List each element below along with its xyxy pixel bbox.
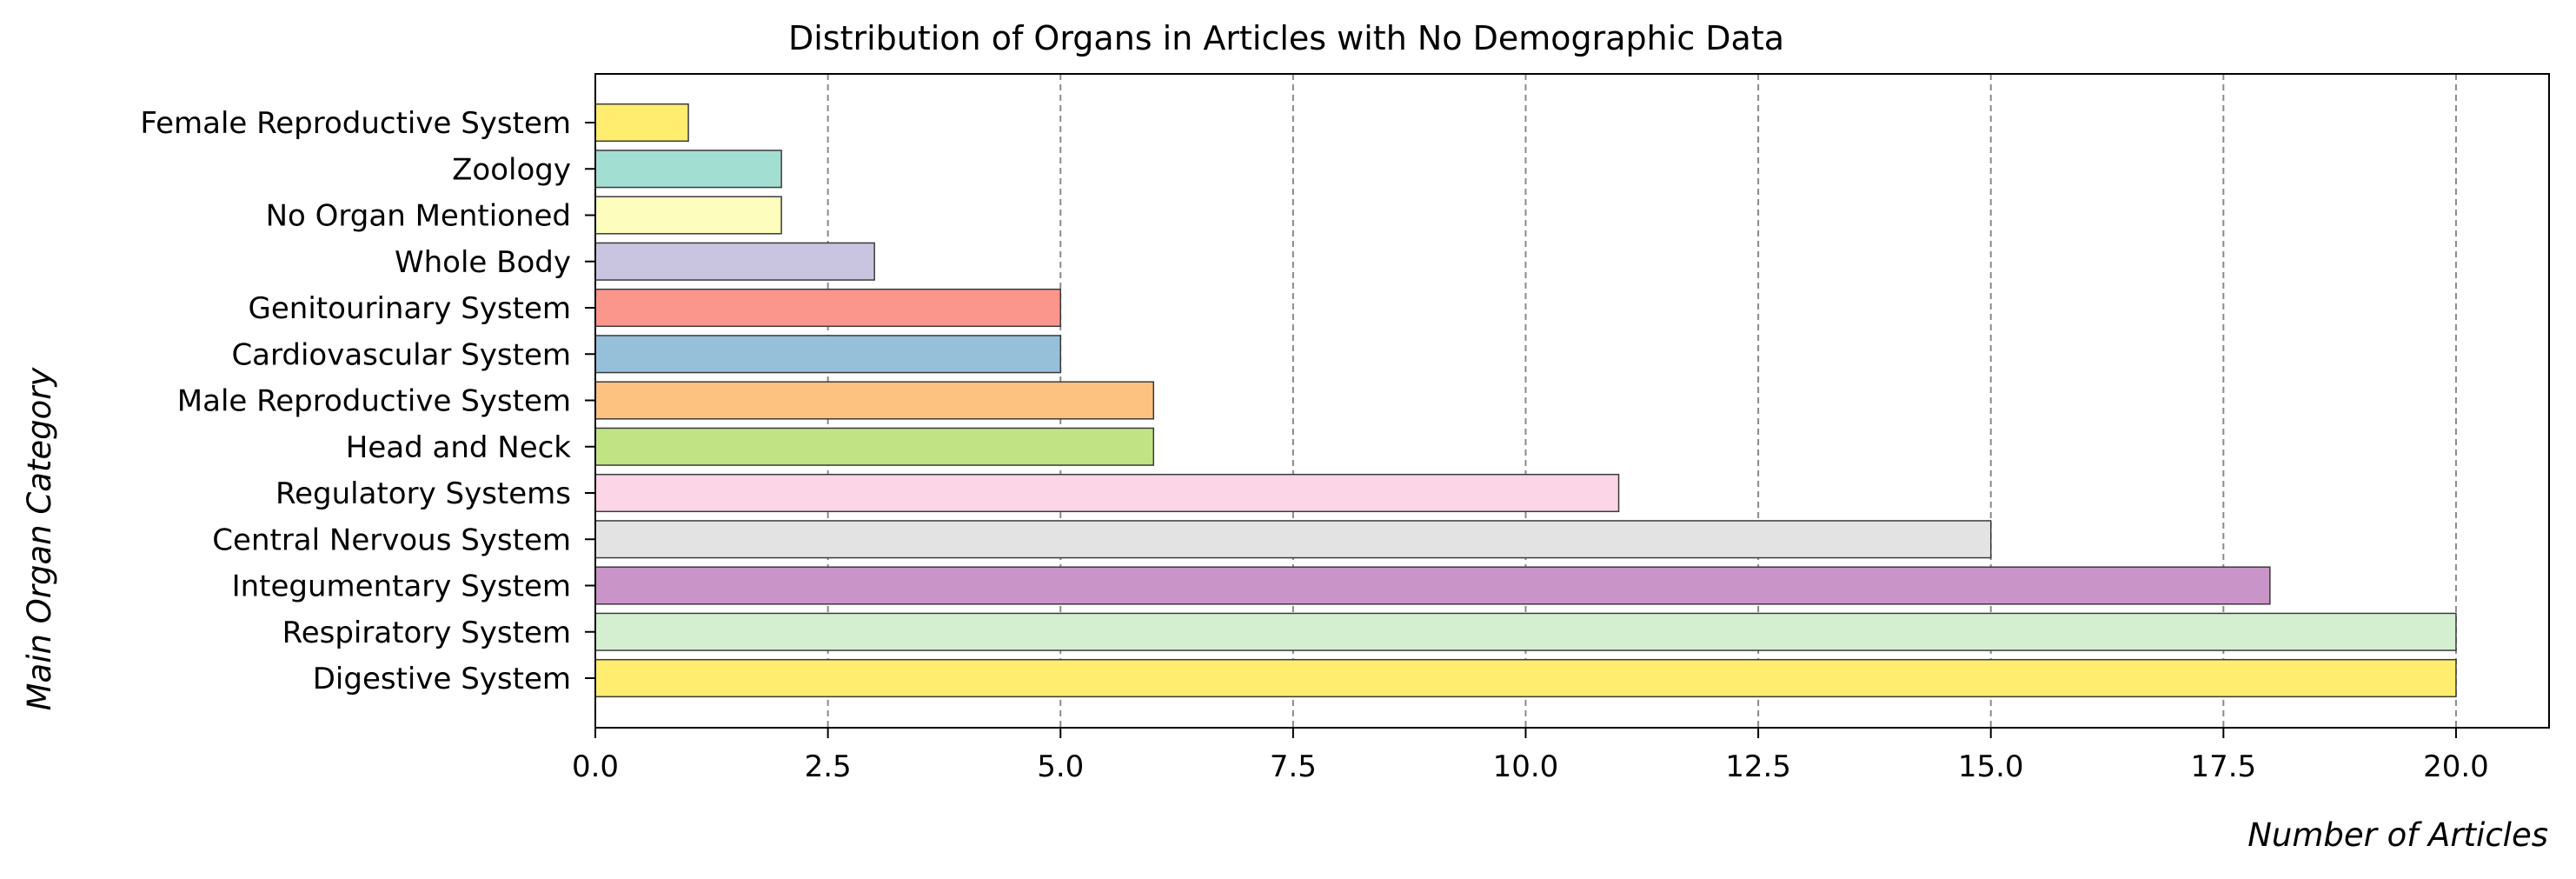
bar [594, 103, 689, 143]
y-tick-label: Whole Body [395, 245, 571, 280]
bar [594, 196, 782, 235]
y-tick-label: Cardiovascular System [231, 337, 571, 372]
bar [594, 427, 1155, 466]
bar [594, 381, 1155, 420]
bar [594, 566, 2271, 605]
y-tick-label: Head and Neck [346, 430, 572, 465]
x-tick-label: 20.0 [2423, 749, 2489, 784]
chart-title: Distribution of Organs in Articles with … [788, 19, 1784, 57]
y-tick-label: Integumentary System [232, 569, 571, 604]
grid-lines [594, 74, 2457, 728]
x-tick-label: 15.0 [1958, 749, 2024, 784]
y-tick-labels: Digestive System Respiratory System Integu… [140, 106, 595, 696]
x-tick-labels: 0.0 2.5 5.0 7.5 10.0 12.5 15.0 17.5 20.0 [572, 728, 2489, 784]
bar [594, 242, 875, 281]
x-tick-label: 10.0 [1493, 749, 1559, 784]
x-tick-label: 0.0 [572, 749, 619, 784]
y-axis-label: Main Organ Category [21, 366, 58, 710]
bar [594, 473, 1620, 513]
x-tick-label: 17.5 [2190, 749, 2256, 784]
y-tick-label: Genitourinary System [249, 291, 571, 326]
x-tick-label: 12.5 [1725, 749, 1791, 784]
y-tick-label: Central Nervous System [212, 523, 571, 557]
x-tick-label: 2.5 [805, 749, 852, 784]
bar [594, 150, 782, 189]
y-tick-label: Female Reproductive System [140, 106, 571, 141]
x-axis-label: Number of Articles [2247, 816, 2548, 854]
bar [594, 288, 1061, 328]
bar [594, 335, 1061, 374]
x-tick-label: 5.0 [1037, 749, 1084, 784]
y-tick-label: Digestive System [313, 662, 571, 696]
bar [594, 658, 2457, 698]
bar [594, 520, 1992, 559]
bar [594, 612, 2457, 651]
y-tick-label: Zoology [452, 152, 571, 187]
bars [594, 103, 2457, 698]
y-tick-label: Respiratory System [282, 616, 571, 650]
y-tick-label: Regulatory Systems [276, 476, 571, 511]
y-tick-label: No Organ Mentioned [266, 199, 571, 234]
x-tick-label: 7.5 [1270, 749, 1317, 784]
y-tick-label: Male Reproductive System [177, 384, 571, 419]
